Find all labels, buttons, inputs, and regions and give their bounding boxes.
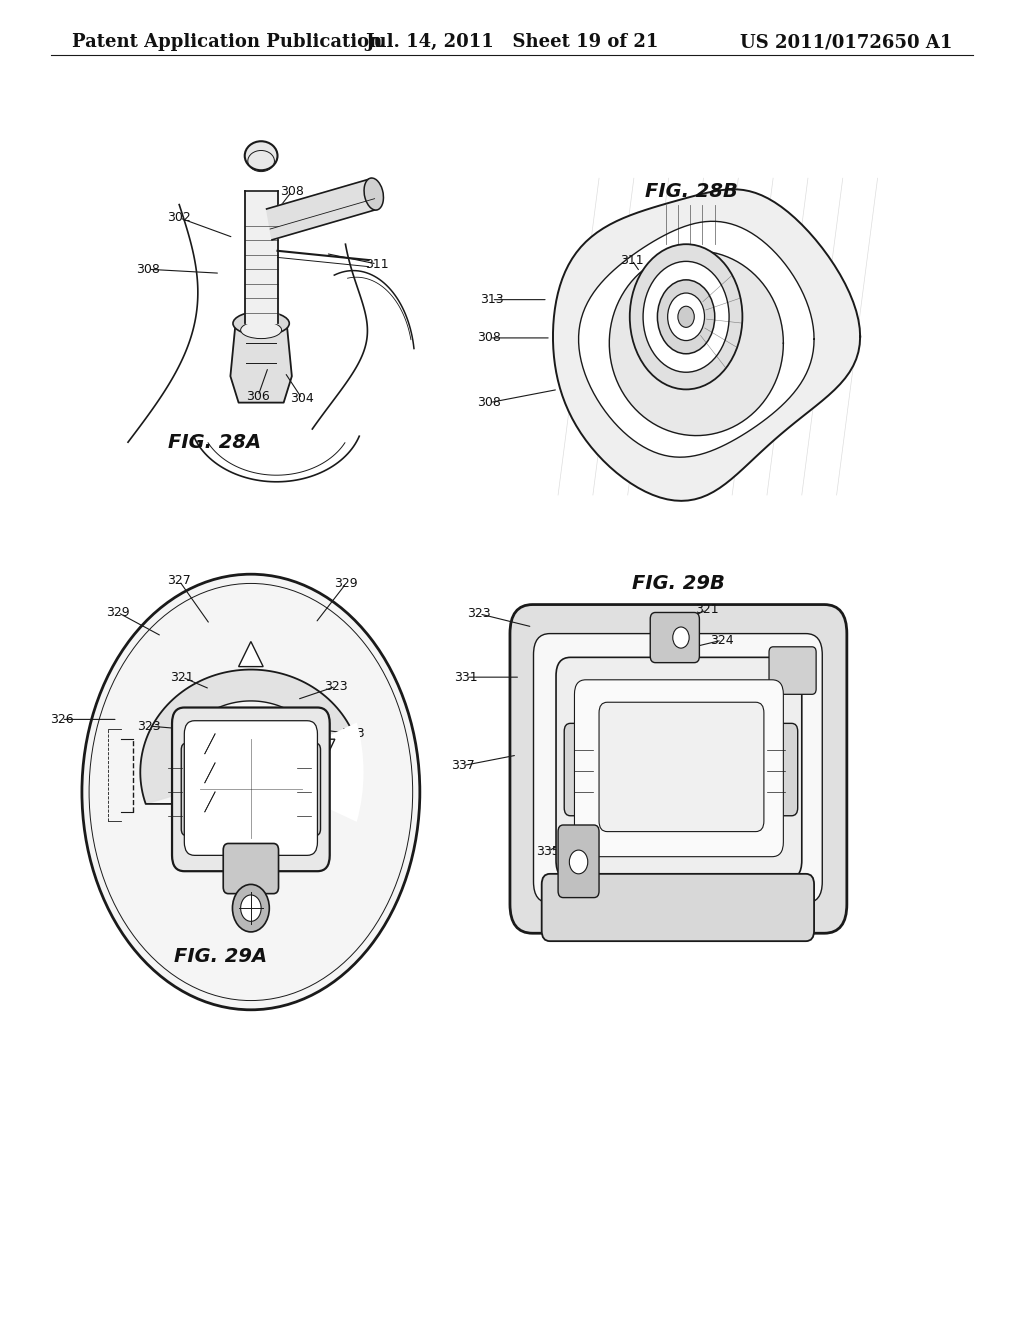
Polygon shape bbox=[579, 222, 814, 457]
Polygon shape bbox=[230, 323, 292, 403]
Text: 327: 327 bbox=[167, 574, 191, 587]
FancyBboxPatch shape bbox=[184, 721, 317, 855]
Text: 325: 325 bbox=[612, 723, 637, 737]
Text: 323: 323 bbox=[324, 680, 348, 693]
Ellipse shape bbox=[365, 178, 383, 210]
Circle shape bbox=[673, 627, 689, 648]
FancyBboxPatch shape bbox=[574, 680, 783, 857]
Text: 306: 306 bbox=[723, 285, 748, 298]
FancyBboxPatch shape bbox=[769, 647, 816, 694]
Circle shape bbox=[569, 850, 588, 874]
FancyBboxPatch shape bbox=[757, 723, 798, 816]
Text: 308: 308 bbox=[280, 185, 304, 198]
Text: FIG. 29B: FIG. 29B bbox=[633, 574, 725, 593]
Text: 331: 331 bbox=[231, 834, 256, 847]
Polygon shape bbox=[609, 251, 783, 436]
Polygon shape bbox=[553, 189, 860, 500]
FancyBboxPatch shape bbox=[558, 825, 599, 898]
Text: 321: 321 bbox=[694, 603, 719, 616]
Text: 333: 333 bbox=[341, 727, 366, 741]
Text: US 2011/0172650 A1: US 2011/0172650 A1 bbox=[740, 33, 952, 51]
Ellipse shape bbox=[233, 312, 290, 335]
Circle shape bbox=[657, 280, 715, 354]
FancyBboxPatch shape bbox=[510, 605, 847, 933]
FancyBboxPatch shape bbox=[223, 843, 279, 894]
Text: 337: 337 bbox=[451, 759, 475, 772]
Text: Patent Application Publication: Patent Application Publication bbox=[72, 33, 382, 51]
Text: 308: 308 bbox=[136, 263, 161, 276]
Circle shape bbox=[668, 293, 705, 341]
Polygon shape bbox=[140, 669, 361, 804]
FancyBboxPatch shape bbox=[288, 743, 321, 836]
Text: 308: 308 bbox=[477, 331, 502, 345]
FancyBboxPatch shape bbox=[534, 634, 822, 903]
Text: 323: 323 bbox=[638, 845, 663, 858]
Text: 306: 306 bbox=[246, 389, 270, 403]
Text: FIG. 29A: FIG. 29A bbox=[174, 948, 266, 966]
Text: Jul. 14, 2011   Sheet 19 of 21: Jul. 14, 2011 Sheet 19 of 21 bbox=[366, 33, 658, 51]
FancyBboxPatch shape bbox=[599, 702, 764, 832]
Circle shape bbox=[643, 261, 729, 372]
Circle shape bbox=[678, 306, 694, 327]
FancyBboxPatch shape bbox=[556, 657, 802, 879]
Circle shape bbox=[232, 884, 269, 932]
Text: 329: 329 bbox=[105, 606, 130, 619]
Circle shape bbox=[241, 895, 261, 921]
Text: 321: 321 bbox=[170, 671, 195, 684]
Text: 304: 304 bbox=[720, 337, 744, 350]
FancyBboxPatch shape bbox=[564, 723, 605, 816]
Circle shape bbox=[82, 574, 420, 1010]
Text: 302: 302 bbox=[689, 251, 714, 264]
Text: 326: 326 bbox=[49, 713, 74, 726]
Text: 304: 304 bbox=[290, 392, 314, 405]
Text: 315: 315 bbox=[699, 403, 724, 416]
Circle shape bbox=[630, 244, 742, 389]
Wedge shape bbox=[323, 722, 364, 822]
Text: 329: 329 bbox=[334, 577, 358, 590]
Polygon shape bbox=[266, 178, 377, 240]
Text: 313: 313 bbox=[479, 293, 504, 306]
Text: 302: 302 bbox=[167, 211, 191, 224]
FancyBboxPatch shape bbox=[172, 708, 330, 871]
FancyBboxPatch shape bbox=[542, 874, 814, 941]
Text: FIG. 28B: FIG. 28B bbox=[645, 182, 737, 201]
Text: 335: 335 bbox=[536, 845, 560, 858]
Text: FIG. 28A: FIG. 28A bbox=[169, 433, 261, 451]
Text: 323: 323 bbox=[136, 719, 161, 733]
Ellipse shape bbox=[245, 141, 278, 170]
Polygon shape bbox=[239, 642, 263, 667]
Polygon shape bbox=[245, 191, 278, 323]
Text: 324: 324 bbox=[190, 775, 215, 788]
FancyBboxPatch shape bbox=[181, 743, 214, 836]
Text: 311: 311 bbox=[365, 257, 389, 271]
Text: 323: 323 bbox=[467, 607, 492, 620]
Ellipse shape bbox=[241, 321, 282, 339]
Text: 308: 308 bbox=[477, 396, 502, 409]
Polygon shape bbox=[312, 739, 335, 763]
Text: 311: 311 bbox=[620, 253, 644, 267]
FancyBboxPatch shape bbox=[650, 612, 699, 663]
Text: 324: 324 bbox=[710, 634, 734, 647]
Text: 331: 331 bbox=[454, 671, 478, 684]
